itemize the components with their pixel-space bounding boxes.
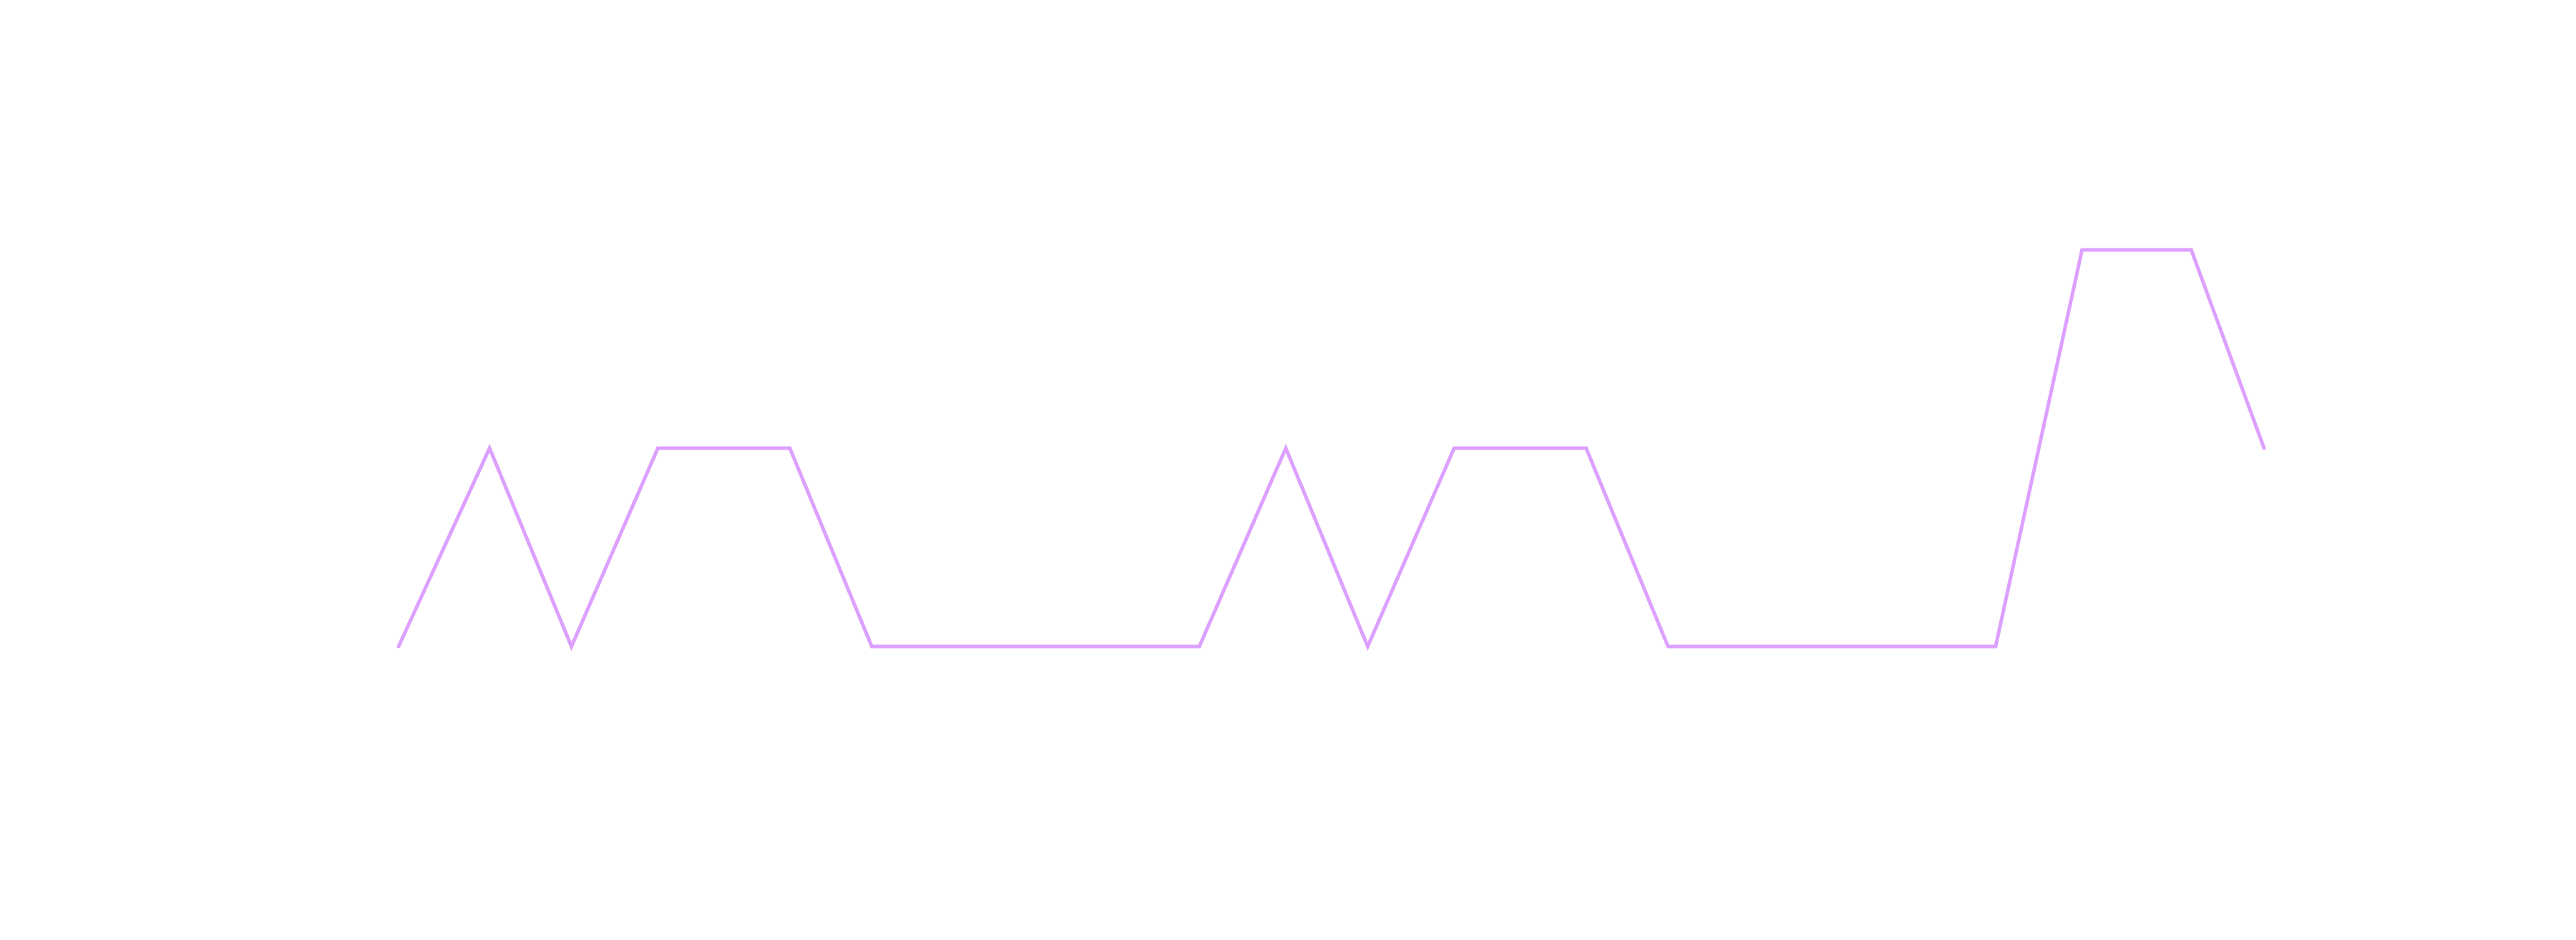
data-point — [2189, 248, 2193, 252]
data-point — [869, 644, 874, 649]
series-layer — [396, 248, 2266, 651]
series-0 — [396, 248, 2266, 651]
series-line — [396, 248, 2266, 651]
data-point — [788, 446, 792, 450]
data-point — [655, 446, 660, 450]
data-point — [1666, 644, 1670, 649]
data-point — [570, 644, 574, 649]
data-point — [1197, 644, 1201, 649]
data-point — [1284, 446, 1288, 450]
data-point — [1452, 446, 1456, 450]
data-point — [396, 644, 401, 649]
data-point — [487, 446, 492, 450]
data-point — [1365, 644, 1370, 649]
data-point — [2080, 248, 2084, 252]
data-point — [2262, 446, 2266, 450]
data-point — [1994, 644, 1998, 649]
data-point — [1584, 446, 1589, 450]
